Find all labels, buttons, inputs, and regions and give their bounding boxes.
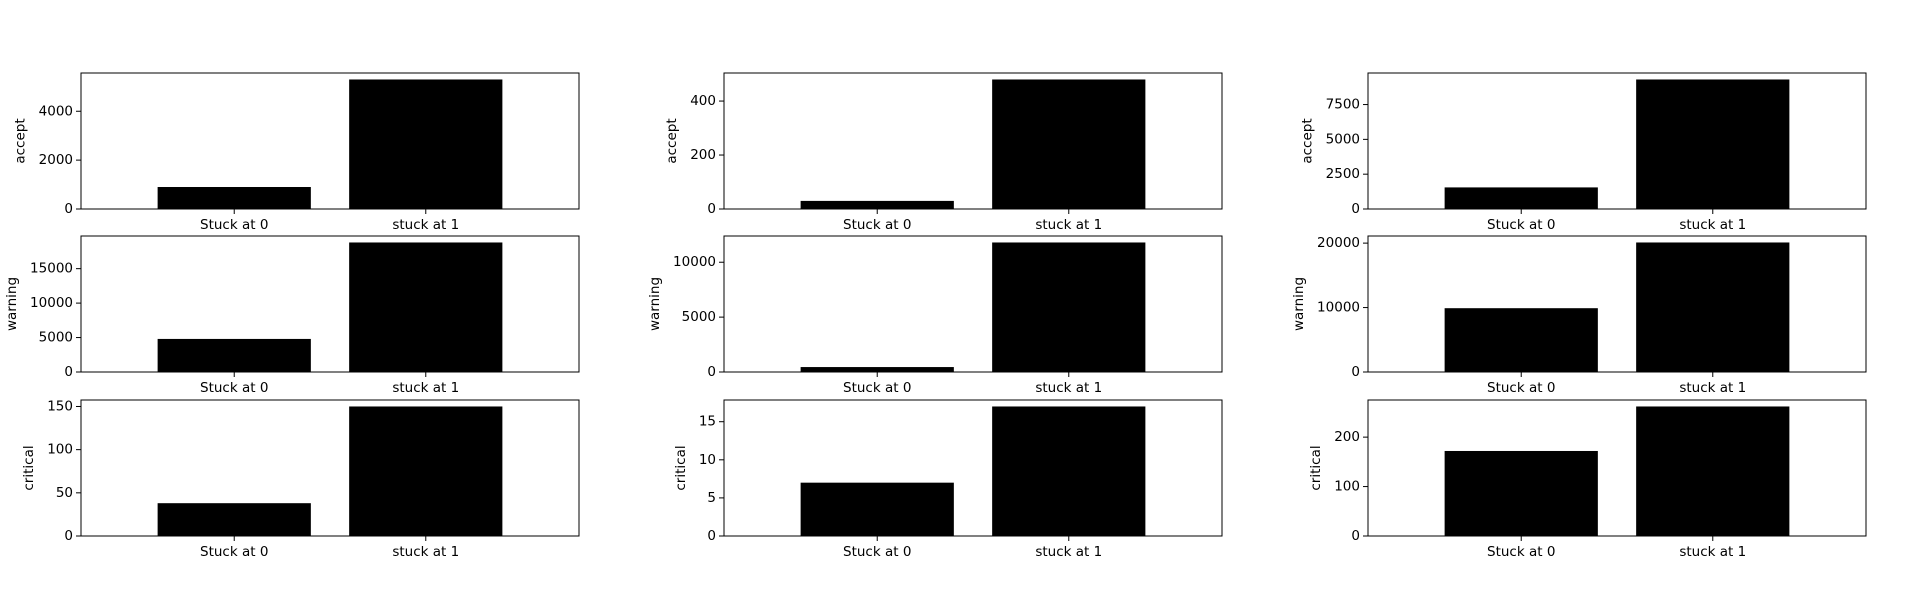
- y-tick-label: 0: [707, 528, 716, 544]
- y-tick-label: 100: [1334, 479, 1360, 495]
- y-axis-label: warning: [4, 277, 20, 331]
- y-axis-label: critical: [1308, 445, 1324, 490]
- y-tick-label: 0: [707, 364, 716, 380]
- bar-stuck-at-0: [800, 200, 954, 209]
- subplot-1-1: 0 5000 10000 Stuck at 0 stuck at 1 warning: [647, 235, 1223, 396]
- y-tick-label: 2000: [39, 152, 73, 168]
- bar-stuck-at-1: [349, 79, 503, 209]
- y-tick-label: 0: [707, 201, 716, 217]
- subplot-0-1: 0 200 400 Stuck at 0 stuck at 1 accept: [664, 72, 1223, 233]
- axes-frame: [80, 72, 580, 210]
- subplot-2-2: 0 100 200 Stuck at 0 stuck at 1 critical: [1308, 399, 1867, 560]
- x-tick-label: stuck at 1: [392, 544, 459, 560]
- y-tick-label: 0: [64, 528, 73, 544]
- subplot-2-1: 0 5 10 15 Stuck at 0 stuck at 1 critical: [673, 399, 1223, 560]
- axes-frame: [723, 399, 1223, 537]
- y-axis-label: critical: [673, 445, 689, 490]
- y-tick-label: 200: [690, 147, 716, 163]
- bar-stuck-at-0: [1444, 187, 1598, 209]
- x-tick-label: stuck at 1: [1035, 217, 1102, 233]
- x-tick-label: stuck at 1: [392, 217, 459, 233]
- axes-frame: [1367, 235, 1867, 373]
- x-tick-label: Stuck at 0: [843, 217, 911, 233]
- y-axis-label: accept: [664, 118, 680, 163]
- y-tick-label: 0: [1351, 528, 1360, 544]
- y-axis-label: critical: [21, 445, 37, 490]
- y-tick-label: 5000: [39, 330, 73, 346]
- y-tick-label: 400: [690, 93, 716, 109]
- y-tick-label: 200: [1334, 429, 1360, 445]
- bar-stuck-at-1: [1636, 406, 1790, 536]
- axes-frame: [80, 235, 580, 373]
- subplot-2-0: 0 50 100 150 Stuck at 0 stuck at 1 critical: [21, 398, 580, 560]
- bar-stuck-at-0: [800, 482, 954, 536]
- y-tick-label: 150: [47, 398, 73, 414]
- y-axis-label: warning: [647, 277, 663, 331]
- x-tick-label: stuck at 1: [392, 380, 459, 396]
- bar-stuck-at-1: [1636, 242, 1790, 372]
- y-tick-label: 10000: [1317, 300, 1360, 316]
- bar-stuck-at-1: [349, 242, 503, 372]
- x-tick-label: Stuck at 0: [843, 544, 911, 560]
- y-tick-label: 0: [1351, 201, 1360, 217]
- x-tick-label: Stuck at 0: [1487, 380, 1555, 396]
- bar-stuck-at-1: [992, 242, 1146, 372]
- subplot-1-0: 0 5000 10000 15000 Stuck at 0 stuck at 1 warni…: [4, 235, 580, 396]
- x-tick-label: Stuck at 0: [1487, 217, 1555, 233]
- y-axis-label: accept: [13, 118, 29, 163]
- y-tick-label: 0: [64, 201, 73, 217]
- x-tick-label: Stuck at 0: [200, 217, 268, 233]
- y-tick-label: 5: [707, 490, 716, 506]
- y-axis-label: warning: [1291, 277, 1307, 331]
- axes-frame: [723, 72, 1223, 210]
- subplot-1-2: 0 10000 20000 Stuck at 0 stuck at 1 warning: [1291, 235, 1867, 396]
- subplot-0-2: 0 2500 5000 7500 Stuck at 0 stuck at 1 accept: [1300, 72, 1867, 233]
- y-tick-label: 10000: [30, 295, 73, 311]
- subplot-0-0: 0 2000 4000 Stuck at 0 stuck at 1 accept: [13, 72, 580, 233]
- axes-frame: [1367, 399, 1867, 537]
- bar-stuck-at-0: [157, 187, 311, 209]
- bar-stuck-at-0: [157, 338, 311, 372]
- bar-stuck-at-0: [157, 503, 311, 536]
- y-tick-label: 10000: [673, 254, 716, 270]
- bar-stuck-at-1: [349, 406, 503, 536]
- x-tick-label: stuck at 1: [1679, 380, 1746, 396]
- axes-frame: [80, 399, 580, 537]
- bar-stuck-at-1: [992, 406, 1146, 536]
- x-tick-label: Stuck at 0: [843, 380, 911, 396]
- x-tick-label: stuck at 1: [1035, 544, 1102, 560]
- x-tick-label: Stuck at 0: [200, 544, 268, 560]
- bar-stuck-at-0: [800, 367, 954, 372]
- y-tick-label: 15000: [30, 261, 73, 277]
- bar-stuck-at-0: [1444, 308, 1598, 372]
- bar-stuck-at-1: [1636, 79, 1790, 209]
- x-tick-label: stuck at 1: [1679, 544, 1746, 560]
- y-tick-label: 5000: [682, 309, 716, 325]
- x-tick-label: stuck at 1: [1035, 380, 1102, 396]
- y-tick-label: 50: [56, 485, 73, 501]
- x-tick-label: Stuck at 0: [1487, 544, 1555, 560]
- y-tick-label: 2500: [1326, 166, 1360, 182]
- x-tick-label: stuck at 1: [1679, 217, 1746, 233]
- y-tick-label: 5000: [1326, 131, 1360, 147]
- y-tick-label: 0: [1351, 364, 1360, 380]
- bar-stuck-at-0: [1444, 450, 1598, 536]
- y-tick-label: 10: [699, 452, 716, 468]
- y-tick-label: 7500: [1326, 97, 1360, 113]
- y-tick-label: 15: [699, 414, 716, 430]
- axes-frame: [723, 235, 1223, 373]
- axes-frame: [1367, 72, 1867, 210]
- y-tick-label: 4000: [39, 103, 73, 119]
- y-tick-label: 100: [47, 442, 73, 458]
- bar-stuck-at-1: [992, 79, 1146, 209]
- y-tick-label: 20000: [1317, 235, 1360, 251]
- y-axis-label: accept: [1300, 118, 1316, 163]
- y-tick-label: 0: [64, 364, 73, 380]
- x-tick-label: Stuck at 0: [200, 380, 268, 396]
